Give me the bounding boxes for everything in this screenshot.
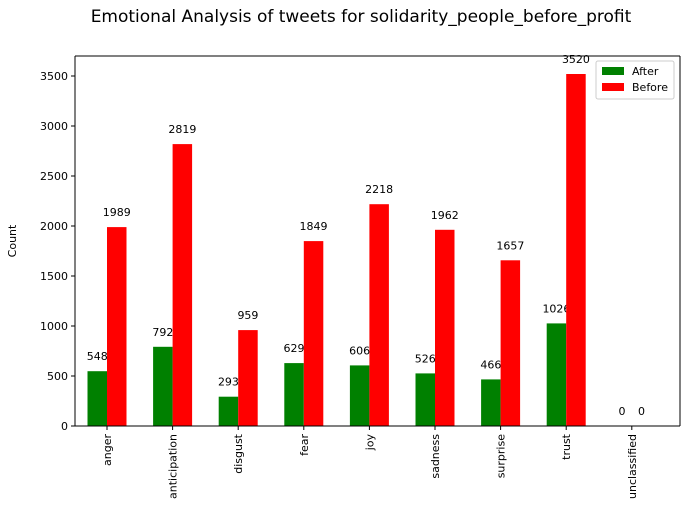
x-tick-label-anger: anger xyxy=(101,434,114,466)
bar-joy-after xyxy=(349,365,370,426)
legend-swatch-before xyxy=(602,83,624,91)
x-tick-label-joy: joy xyxy=(363,434,376,452)
bar-anger-before xyxy=(107,227,127,426)
data-label-anticipation-after: 792 xyxy=(152,326,173,339)
data-label-sadness-after: 526 xyxy=(415,352,436,365)
data-label-surprise-before: 1657 xyxy=(496,239,524,252)
y-tick-label-500: 500 xyxy=(47,370,68,383)
x-tick-label-fear: fear xyxy=(298,434,311,456)
y-tick-label-2500: 2500 xyxy=(40,170,68,183)
x-tick-label-anticipation: anticipation xyxy=(167,434,180,499)
data-label-surprise-after: 466 xyxy=(480,358,501,371)
bar-anger-after xyxy=(87,371,107,426)
data-label-joy-before: 2218 xyxy=(365,183,393,196)
y-tick-label-2000: 2000 xyxy=(40,220,68,233)
legend-swatch-after xyxy=(602,67,624,75)
bar-sadness-before xyxy=(435,229,455,426)
x-tick-label-surprise: surprise xyxy=(495,434,508,479)
chart-title: Emotional Analysis of tweets for solidar… xyxy=(91,7,632,27)
data-label-sadness-before: 1962 xyxy=(431,209,459,222)
legend-label-before: Before xyxy=(632,81,668,94)
data-label-unclassified-after: 0 xyxy=(619,405,626,418)
bar-surprise-before xyxy=(500,260,521,426)
bar-trust-before xyxy=(566,74,586,426)
bar-sadness-after xyxy=(415,373,435,426)
y-tick-label-1000: 1000 xyxy=(40,320,68,333)
data-label-fear-before: 1849 xyxy=(300,220,328,233)
bar-anticipation-before xyxy=(172,144,193,426)
data-label-trust-before: 3520 xyxy=(562,53,590,66)
data-label-disgust-before: 959 xyxy=(237,309,258,322)
y-tick-label-3500: 3500 xyxy=(40,70,68,83)
data-label-joy-after: 606 xyxy=(349,344,370,357)
data-label-fear-after: 629 xyxy=(284,342,305,355)
data-label-anticipation-before: 2819 xyxy=(168,123,196,136)
data-label-unclassified-before: 0 xyxy=(638,405,645,418)
plot-area: 548 792 293 629 606 526 466 1026 0 1989 2819 959 184… xyxy=(40,53,681,499)
data-label-anger-before: 1989 xyxy=(103,206,131,219)
bar-trust-after xyxy=(546,323,567,426)
x-tick-label-sadness: sadness xyxy=(429,434,442,479)
y-axis-label: Count xyxy=(6,224,19,257)
legend-label-after: After xyxy=(632,65,659,78)
legend: After Before xyxy=(595,60,675,100)
y-tick-label-3000: 3000 xyxy=(40,120,68,133)
bar-joy-before xyxy=(369,204,389,426)
y-tick-label-1500: 1500 xyxy=(40,270,68,283)
y-tick-label-0: 0 xyxy=(61,420,68,433)
bar-fear-before xyxy=(303,241,324,426)
bar-anticipation-after xyxy=(153,346,173,426)
data-label-trust-after: 1026 xyxy=(542,302,570,315)
data-label-disgust-after: 293 xyxy=(218,376,239,389)
bar-surprise-after xyxy=(481,379,501,426)
bar-disgust-before xyxy=(238,330,258,426)
x-tick-label-disgust: disgust xyxy=(232,433,245,473)
x-tick-label-trust: trust xyxy=(560,433,573,460)
data-label-anger-after: 548 xyxy=(87,350,108,363)
bar-disgust-after xyxy=(218,396,239,426)
x-tick-label-unclassified: unclassified xyxy=(626,434,639,499)
bar-fear-after xyxy=(284,363,304,426)
